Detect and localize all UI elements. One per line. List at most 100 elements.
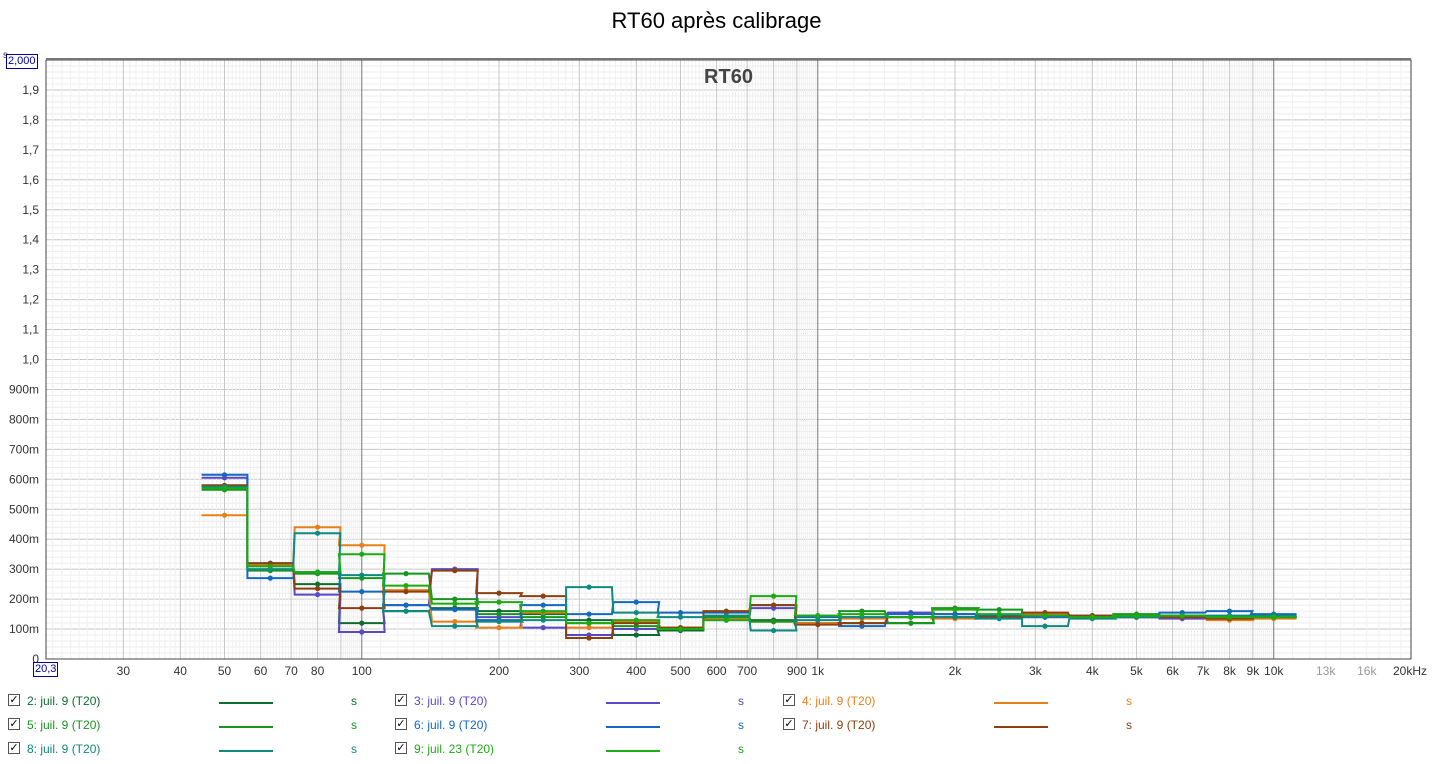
x-tick-label: 7k — [1197, 664, 1211, 678]
data-point — [1042, 613, 1048, 619]
data-point — [1271, 614, 1277, 620]
series-8 — [201, 485, 1297, 632]
legend-label: 3: juil. 9 (T20) — [414, 694, 488, 708]
data-point — [315, 586, 321, 592]
legend-checkbox[interactable]: ✓ — [8, 694, 20, 706]
legend-label: 6: juil. 9 (T20) — [414, 718, 488, 732]
data-point — [359, 572, 365, 578]
data-point — [677, 610, 684, 616]
x-min-box[interactable]: 20,3 — [33, 662, 59, 677]
x-tick-label: 4k — [1086, 664, 1100, 678]
data-point — [815, 622, 821, 628]
series-layer — [201, 472, 1297, 641]
data-point — [540, 617, 546, 623]
legend-checkbox[interactable]: ✓ — [395, 718, 407, 730]
x-tick-label: 200 — [489, 664, 509, 678]
data-point — [452, 601, 458, 607]
legend-label: 9: juil. 23 (T20) — [414, 742, 495, 756]
data-point — [1089, 614, 1095, 620]
data-point — [633, 599, 639, 605]
legend-checkbox[interactable]: ✓ — [783, 718, 795, 730]
data-point — [586, 625, 592, 631]
data-point — [452, 596, 458, 602]
data-point — [359, 551, 365, 557]
data-point — [403, 583, 409, 589]
legend-item: ✓ 5: juil. 9 (T20) s — [8, 716, 388, 736]
data-point — [496, 599, 502, 605]
legend-swatch — [606, 702, 660, 704]
data-point — [586, 611, 592, 617]
data-point — [677, 626, 684, 632]
legend-checkbox[interactable]: ✓ — [783, 694, 795, 706]
x-tick-label: 80 — [311, 664, 325, 678]
data-point — [452, 568, 458, 574]
data-point — [996, 616, 1002, 622]
data-point — [403, 602, 409, 608]
data-point — [723, 613, 729, 619]
series-7 — [201, 484, 1297, 634]
data-point — [586, 620, 592, 626]
x-tick-label: 16k — [1357, 664, 1377, 678]
data-point — [815, 617, 821, 623]
x-tick-label: 600 — [707, 664, 727, 678]
data-point — [315, 530, 321, 536]
data-point — [633, 617, 639, 623]
data-point — [267, 563, 273, 569]
data-point — [1226, 614, 1233, 620]
y-tick-label: 1,9 — [22, 83, 39, 97]
y-tick-label: 500m — [9, 502, 39, 516]
legend-checkbox[interactable]: ✓ — [8, 718, 20, 730]
data-point — [221, 512, 228, 518]
x-tick-label: 400 — [626, 664, 646, 678]
legend-unit: s — [351, 694, 357, 708]
x-tick-label: 2k — [949, 664, 963, 678]
data-point — [452, 619, 458, 625]
x-tick-label: 100 — [352, 664, 372, 678]
legend-swatch — [606, 750, 660, 752]
data-point — [771, 602, 777, 608]
y-tick-label: 100m — [9, 622, 39, 636]
x-tick-label: 6k — [1166, 664, 1180, 678]
legend-item: ✓ 7: juil. 9 (T20) s — [783, 716, 1163, 736]
x-tick-label: 5k — [1130, 664, 1144, 678]
data-point — [815, 613, 821, 619]
legend-swatch — [994, 726, 1048, 728]
legend-checkbox[interactable]: ✓ — [8, 742, 20, 754]
rt60-plot[interactable]: 100m 200m 300m 400m 500m 600m 700m 800m 900m 1,0 1… — [0, 0, 1433, 690]
data-point — [586, 584, 592, 590]
legend-unit: s — [738, 718, 744, 732]
x-tick-label: 1k — [811, 664, 825, 678]
x-tick-label: 9k — [1247, 664, 1261, 678]
data-point — [359, 620, 365, 626]
legend-unit: s — [1126, 694, 1132, 708]
data-point — [496, 611, 502, 617]
data-point — [677, 614, 684, 620]
data-point — [403, 589, 409, 595]
data-point — [403, 571, 409, 577]
legend-checkbox[interactable]: ✓ — [395, 742, 407, 754]
inner-title: RT60 — [704, 66, 753, 88]
legend-checkbox[interactable]: ✓ — [395, 694, 407, 706]
x-tick-label: 3k — [1029, 664, 1043, 678]
x-tick-label: 70 — [284, 664, 298, 678]
legend-swatch — [219, 702, 273, 704]
data-point — [723, 608, 729, 614]
y-tick-label: 1,1 — [22, 323, 39, 337]
data-point — [315, 569, 321, 575]
series-line — [201, 485, 1297, 632]
legend: ✓ 2: juil. 9 (T20) s ✓ 3: juil. 9 (T20) s ✓ 4: … — [0, 690, 1433, 764]
y-tick-label: 1,4 — [22, 233, 39, 247]
data-point — [540, 593, 546, 599]
x-tick-label: 60 — [254, 664, 268, 678]
data-point — [496, 590, 502, 596]
chart-title: RT60 après calibrage — [611, 8, 822, 33]
data-point — [859, 620, 865, 626]
data-point — [996, 611, 1002, 617]
legend-unit: s — [738, 694, 744, 708]
data-point — [359, 605, 365, 611]
y-tick-label: 1,2 — [22, 293, 39, 307]
data-point — [771, 627, 777, 634]
y-tick-label: 900m — [9, 382, 39, 396]
x-tick-label: 30 — [117, 664, 131, 678]
y-max-box[interactable]: 2,000 — [6, 54, 38, 69]
